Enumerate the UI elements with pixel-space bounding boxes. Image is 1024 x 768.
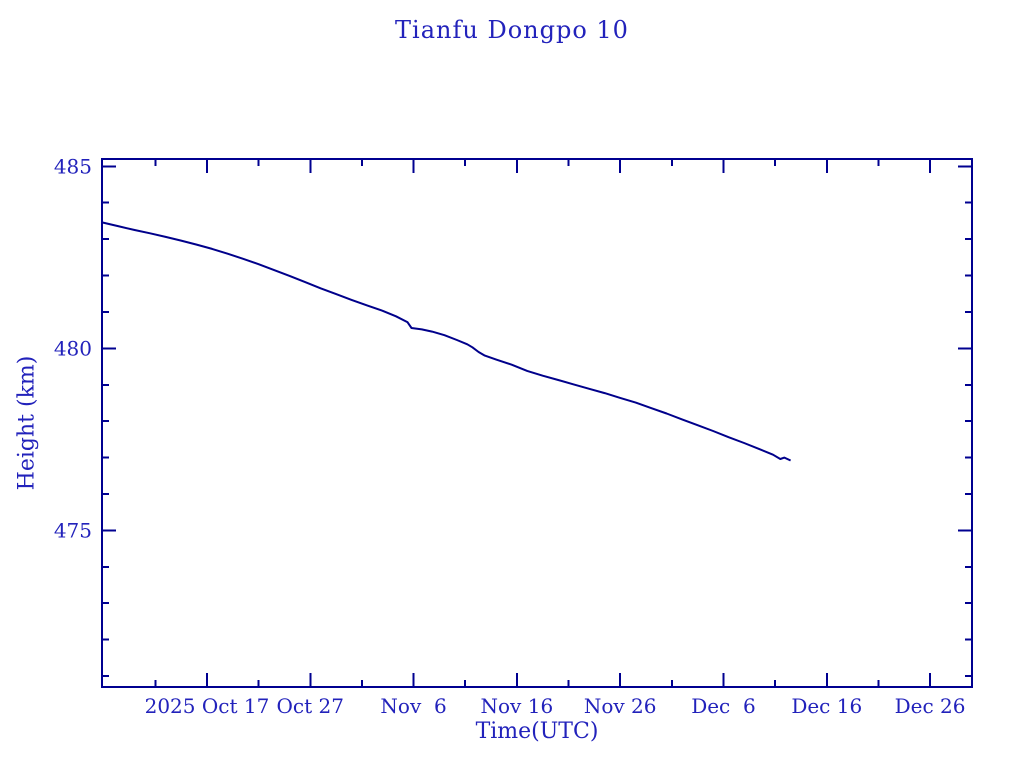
y-tick-label: 475 — [54, 518, 92, 542]
x-tick-label: Nov 6 — [380, 694, 446, 718]
x-axis-label: Time(UTC) — [475, 719, 599, 744]
x-tick-label: Dec 16 — [791, 694, 862, 718]
x-tick-label: Dec 6 — [691, 694, 756, 718]
x-tick-label: Nov 16 — [481, 694, 554, 718]
x-tick-label: 2025 Oct 17 — [145, 694, 270, 718]
plot-frame — [101, 158, 973, 688]
x-tick-label: Nov 26 — [584, 694, 657, 718]
y-tick-label: 480 — [54, 336, 92, 360]
y-tick-label: 485 — [54, 154, 92, 178]
y-axis-label: Height (km) — [14, 355, 40, 491]
x-tick-label: Oct 27 — [277, 694, 344, 718]
x-tick-label: Dec 26 — [895, 694, 966, 718]
data-line — [101, 221, 792, 462]
chart-title: Tianfu Dongpo 10 — [395, 16, 629, 44]
